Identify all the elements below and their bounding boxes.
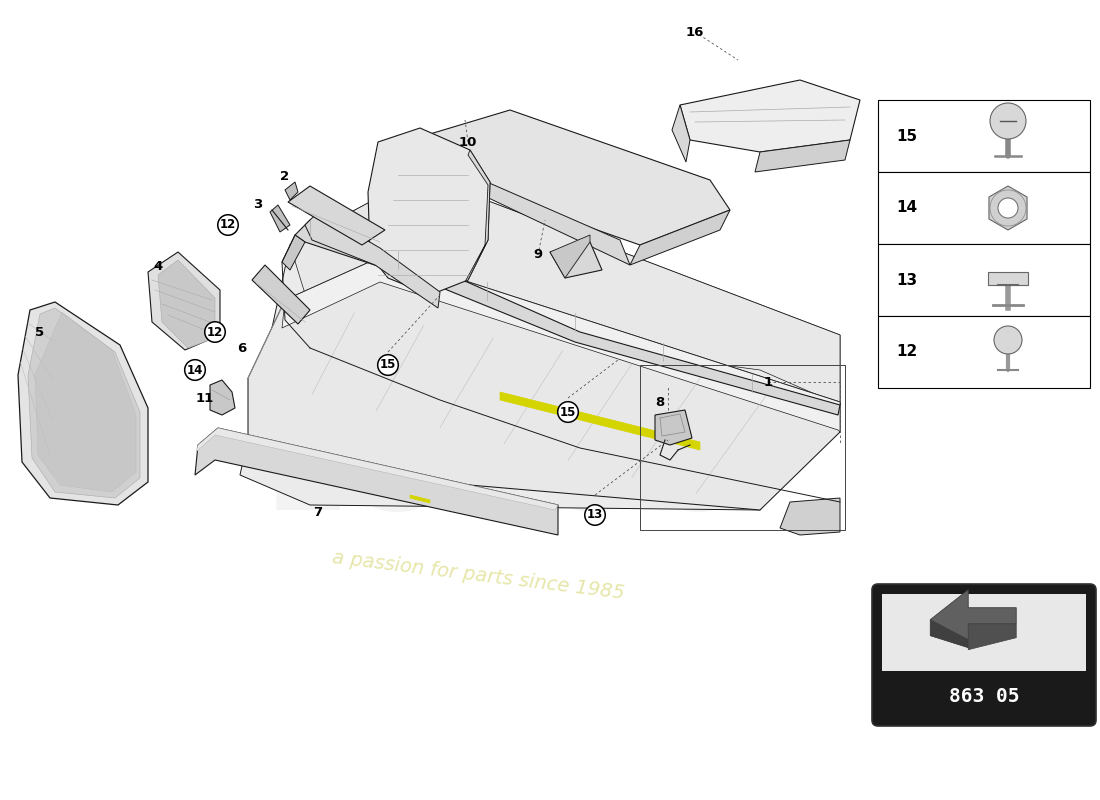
Bar <box>640 365 845 530</box>
Polygon shape <box>500 392 700 450</box>
Text: 16: 16 <box>685 26 704 38</box>
Polygon shape <box>931 590 1016 640</box>
Polygon shape <box>410 495 430 503</box>
Text: 4: 4 <box>153 261 163 274</box>
Polygon shape <box>410 140 630 265</box>
Text: 14: 14 <box>896 201 917 215</box>
Polygon shape <box>285 182 298 200</box>
Text: 1: 1 <box>763 375 772 389</box>
Polygon shape <box>195 428 558 535</box>
Bar <box>878 100 1090 172</box>
Polygon shape <box>252 265 310 324</box>
Circle shape <box>998 198 1018 218</box>
Text: 15: 15 <box>560 406 576 418</box>
Polygon shape <box>755 140 850 172</box>
Text: 8: 8 <box>656 395 664 409</box>
Polygon shape <box>680 80 860 152</box>
Polygon shape <box>550 242 602 278</box>
Circle shape <box>990 103 1026 139</box>
Text: 863 05: 863 05 <box>948 687 1020 706</box>
Bar <box>878 244 1090 316</box>
Circle shape <box>994 326 1022 354</box>
Text: 11: 11 <box>196 391 214 405</box>
FancyBboxPatch shape <box>872 584 1096 726</box>
Polygon shape <box>35 312 136 492</box>
Text: 5: 5 <box>35 326 45 338</box>
Polygon shape <box>630 210 730 265</box>
Polygon shape <box>295 220 840 415</box>
Text: 7: 7 <box>314 506 322 518</box>
Text: 12: 12 <box>220 218 236 231</box>
Polygon shape <box>465 150 490 282</box>
Polygon shape <box>410 110 730 245</box>
Text: 13: 13 <box>896 273 917 287</box>
Polygon shape <box>28 308 140 498</box>
Polygon shape <box>148 252 220 350</box>
Polygon shape <box>931 620 968 648</box>
Polygon shape <box>210 380 235 415</box>
Bar <box>878 172 1090 244</box>
Text: 12: 12 <box>896 345 917 359</box>
Polygon shape <box>550 235 590 278</box>
Text: a passion for parts since 1985: a passion for parts since 1985 <box>331 549 626 603</box>
Polygon shape <box>368 128 490 295</box>
Text: 9: 9 <box>534 249 542 262</box>
Polygon shape <box>240 175 840 510</box>
Polygon shape <box>780 498 840 535</box>
Bar <box>878 316 1090 388</box>
Polygon shape <box>968 624 1016 650</box>
Polygon shape <box>288 186 385 245</box>
Polygon shape <box>158 260 214 348</box>
Bar <box>882 594 1086 670</box>
Polygon shape <box>248 255 840 510</box>
Polygon shape <box>282 255 840 432</box>
Text: 2: 2 <box>280 170 289 183</box>
Polygon shape <box>305 212 440 308</box>
Text: EUROC: EUROC <box>265 418 736 534</box>
Text: 3: 3 <box>253 198 263 211</box>
Text: 10: 10 <box>459 135 477 149</box>
Text: 6: 6 <box>238 342 246 354</box>
Polygon shape <box>290 175 840 405</box>
Text: 14: 14 <box>187 363 204 377</box>
Polygon shape <box>989 186 1027 230</box>
Polygon shape <box>270 205 290 232</box>
Polygon shape <box>988 272 1028 285</box>
Text: 15: 15 <box>379 358 396 371</box>
Polygon shape <box>18 302 148 505</box>
Polygon shape <box>672 105 690 162</box>
Polygon shape <box>654 410 692 445</box>
Text: 15: 15 <box>896 129 917 143</box>
Polygon shape <box>196 428 558 510</box>
Text: 13: 13 <box>587 509 603 522</box>
Text: 12: 12 <box>207 326 223 338</box>
Polygon shape <box>282 235 305 270</box>
